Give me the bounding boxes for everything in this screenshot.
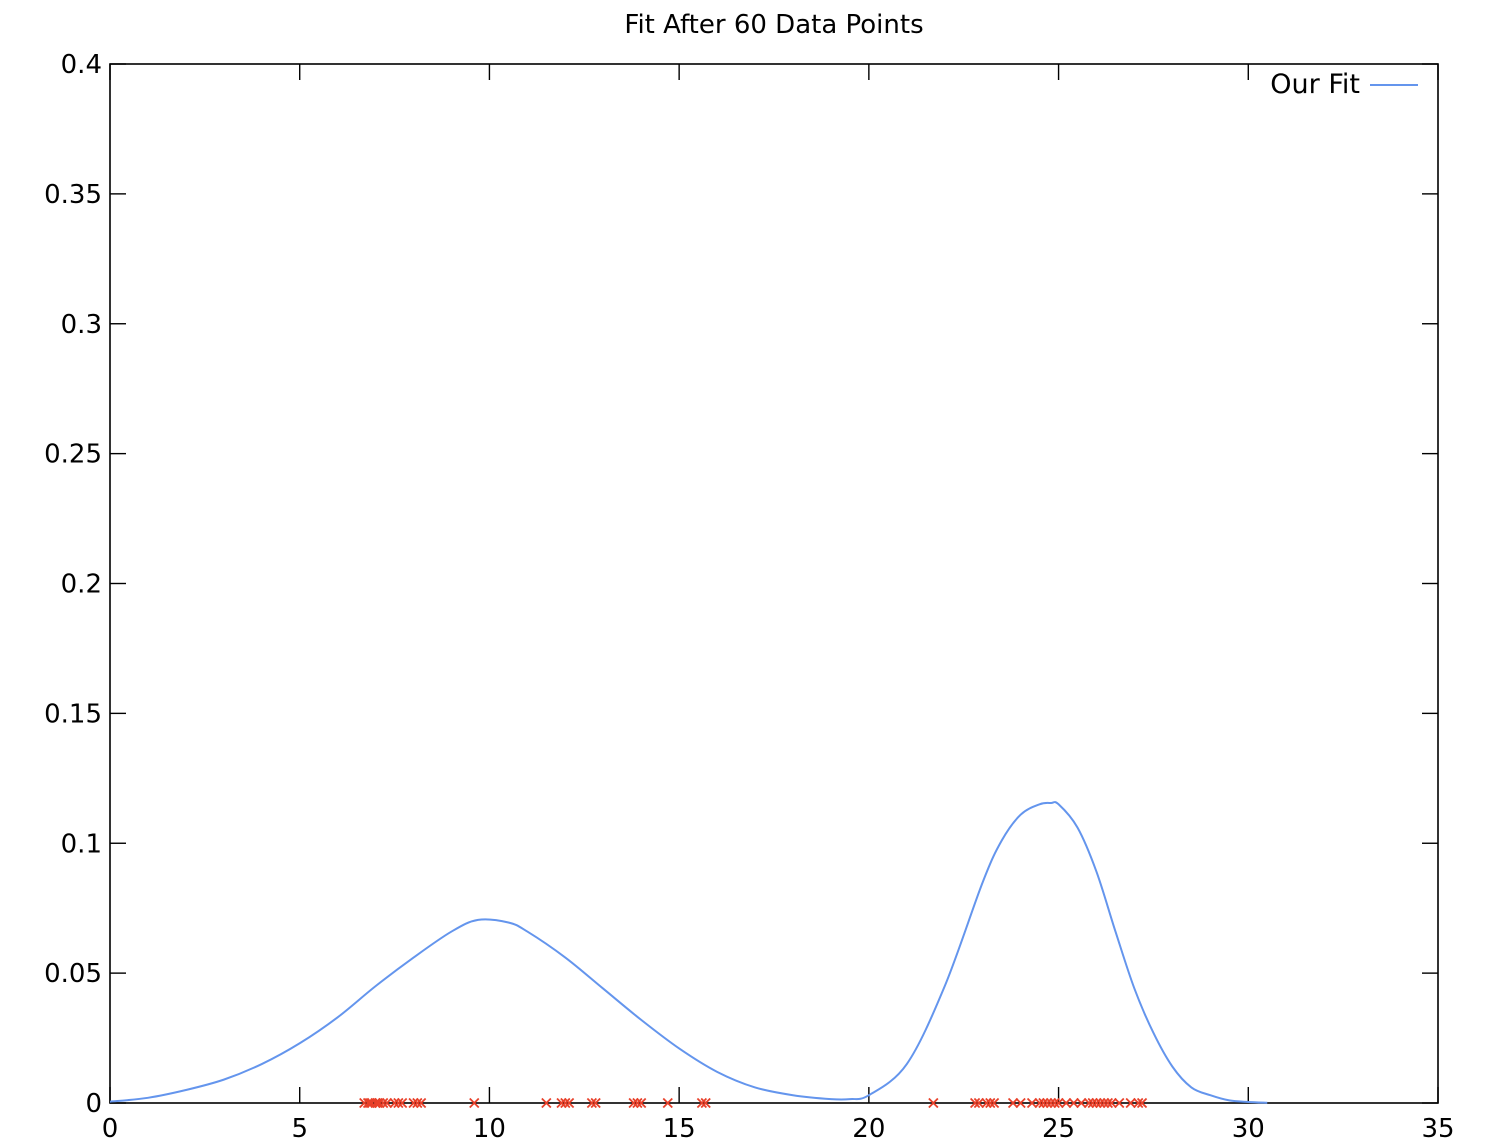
data-point-marker bbox=[397, 1097, 408, 1109]
data-point-marker bbox=[415, 1097, 427, 1109]
data-point-marker bbox=[560, 1097, 571, 1109]
data-point-marker bbox=[928, 1097, 939, 1109]
y-tick-label: 0.25 bbox=[44, 440, 102, 470]
data-point-marker bbox=[636, 1097, 647, 1109]
data-point-marker bbox=[969, 1097, 981, 1109]
data-point-marker bbox=[469, 1097, 480, 1109]
data-point-marker bbox=[1061, 1097, 1072, 1109]
data-point-marker bbox=[1098, 1097, 1110, 1109]
data-point-marker bbox=[700, 1097, 711, 1109]
x-tick-label: 35 bbox=[1421, 1114, 1454, 1144]
y-tick-label: 0.15 bbox=[44, 699, 102, 729]
y-tick-label: 0.1 bbox=[61, 829, 102, 859]
plot-frame bbox=[109, 63, 1439, 1104]
data-point-marker bbox=[1136, 1097, 1148, 1109]
data-point-marker bbox=[1068, 1097, 1079, 1109]
data-point-marker bbox=[1095, 1097, 1106, 1109]
data-point-marker bbox=[696, 1097, 708, 1109]
data-point-marker bbox=[408, 1097, 419, 1109]
data-point-marker bbox=[1102, 1097, 1114, 1109]
x-tick-label: 5 bbox=[291, 1114, 308, 1144]
legend: Our Fit bbox=[1270, 69, 1418, 100]
data-point-marker bbox=[1087, 1097, 1098, 1109]
data-point-marker bbox=[1053, 1097, 1064, 1109]
x-tick-label: 20 bbox=[852, 1114, 885, 1144]
data-point-marker bbox=[1114, 1097, 1125, 1109]
y-tick-label: 0 bbox=[85, 1089, 102, 1119]
chart-title: Fit After 60 Data Points bbox=[624, 10, 923, 40]
data-point-marker bbox=[1125, 1097, 1136, 1109]
plot-series bbox=[109, 801, 1268, 1109]
data-point-marker bbox=[1015, 1097, 1026, 1109]
data-point-marker bbox=[662, 1097, 673, 1109]
y-tick-label: 0.05 bbox=[44, 959, 102, 989]
x-tick-label: 10 bbox=[473, 1114, 506, 1144]
axis-ticks bbox=[109, 63, 1439, 1104]
legend-label-our-fit: Our Fit bbox=[1270, 69, 1360, 100]
data-point-marker bbox=[374, 1097, 385, 1109]
x-tick-label: 25 bbox=[1042, 1114, 1075, 1144]
data-point-marker bbox=[381, 1097, 393, 1109]
series-line-our-fit bbox=[109, 801, 1268, 1104]
data-point-marker bbox=[393, 1097, 404, 1109]
data-point-marker bbox=[988, 1097, 1000, 1109]
data-point-marker bbox=[1133, 1097, 1144, 1109]
x-tick-label: 15 bbox=[663, 1114, 696, 1144]
x-tick-label: 30 bbox=[1232, 1114, 1265, 1144]
data-point-marker bbox=[1106, 1097, 1117, 1109]
data-point-marker bbox=[1049, 1097, 1060, 1109]
data-point-marker bbox=[1091, 1097, 1102, 1109]
data-point-marker bbox=[1042, 1097, 1053, 1109]
y-tick-label: 0.2 bbox=[61, 570, 102, 600]
y-tick-label: 0.35 bbox=[44, 180, 102, 210]
data-point-marker bbox=[412, 1097, 423, 1109]
data-point-marker bbox=[1034, 1097, 1045, 1109]
data-point-marker bbox=[362, 1097, 374, 1109]
data-point-marker bbox=[1045, 1097, 1057, 1109]
data-point-marker bbox=[1026, 1097, 1038, 1109]
data-point-marker bbox=[1083, 1097, 1095, 1109]
data-point-marker bbox=[1076, 1097, 1087, 1109]
data-point-marker bbox=[563, 1097, 575, 1109]
data-point-marker bbox=[370, 1097, 381, 1109]
data-point-marker bbox=[541, 1097, 552, 1109]
data-point-marker bbox=[981, 1097, 992, 1109]
data-point-marker bbox=[985, 1097, 996, 1109]
data-point-marker bbox=[632, 1097, 643, 1109]
data-point-marker bbox=[389, 1097, 400, 1109]
y-tick-label: 0.3 bbox=[61, 310, 102, 340]
data-point-marker bbox=[590, 1097, 601, 1109]
data-point-marker bbox=[556, 1097, 567, 1109]
data-point-marker bbox=[378, 1097, 389, 1109]
x-tick-label: 0 bbox=[102, 1114, 119, 1144]
y-tick-label: 0.4 bbox=[61, 50, 102, 80]
data-point-marker bbox=[628, 1097, 639, 1109]
data-point-marker bbox=[1007, 1097, 1019, 1109]
data-point-marker bbox=[973, 1097, 985, 1109]
axis-tick-labels: 0 5 10 15 20 25 30 35 0 0.05 0.1 0.15 0.2 0.25 0.3 0.35… bbox=[44, 50, 1454, 1144]
data-point-marker bbox=[1038, 1097, 1049, 1109]
data-point-marker bbox=[586, 1097, 598, 1109]
